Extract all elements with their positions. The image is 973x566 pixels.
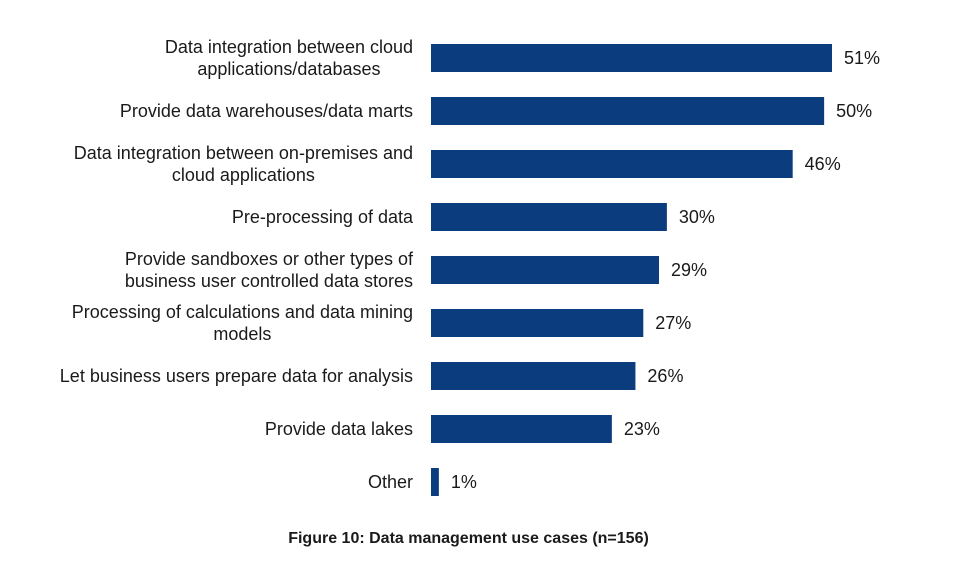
category-label-2-line-1: cloud applications <box>172 165 315 185</box>
value-label-5: 27% <box>655 313 691 333</box>
category-label-1-line-0: Provide data warehouses/data marts <box>120 101 413 121</box>
value-label-0: 51% <box>844 48 880 68</box>
value-label-8: 1% <box>451 472 477 492</box>
category-label-0: Data integration between cloud applicatio… <box>165 37 413 79</box>
category-label-7-line-0: Provide data lakes <box>265 419 413 439</box>
bar-6 <box>431 362 636 390</box>
category-label-2-line-0: Data integration between on-premises and <box>74 143 413 163</box>
category-label-6: Let business users prepare data for anal… <box>60 366 413 386</box>
category-label-8-line-0: Other <box>368 472 413 492</box>
bars-layer <box>431 44 832 496</box>
value-label-4: 29% <box>671 260 707 280</box>
bar-4 <box>431 256 660 284</box>
figure-caption: Figure 10: Data management use cases (n=… <box>288 530 649 547</box>
category-label-2: Data integration between on-premises and… <box>74 143 413 185</box>
bar-0 <box>431 44 832 72</box>
bar-5 <box>431 309 644 337</box>
category-label-7: Provide data lakes <box>265 419 413 439</box>
category-label-0-line-0: Data integration between cloud <box>165 37 413 57</box>
category-label-4-line-0: Provide sandboxes or other types of <box>125 249 414 269</box>
category-labels-layer: Data integration between cloud applicatio… <box>60 37 414 492</box>
bar-7 <box>431 415 612 443</box>
category-label-1: Provide data warehouses/data marts <box>120 101 413 121</box>
category-label-3: Pre-processing of data <box>232 207 414 227</box>
bar-2 <box>431 150 793 178</box>
value-label-3: 30% <box>679 207 715 227</box>
category-label-4: Provide sandboxes or other types of busin… <box>125 249 414 291</box>
value-label-6: 26% <box>647 366 683 386</box>
category-label-3-line-0: Pre-processing of data <box>232 207 414 227</box>
category-label-0-line-1: applications/databases <box>197 59 380 79</box>
value-labels-layer: 51% 50% 46% 30% 29% 27% 26% 23% 1% <box>451 48 880 492</box>
category-label-5-line-0: Processing of calculations and data mini… <box>72 302 413 322</box>
value-label-7: 23% <box>624 419 660 439</box>
value-label-2: 46% <box>805 154 841 174</box>
bar-3 <box>431 203 667 231</box>
bar-8 <box>431 468 439 496</box>
value-label-1: 50% <box>836 101 872 121</box>
category-label-4-line-1: business user controlled data stores <box>125 271 413 291</box>
category-label-5: Processing of calculations and data mini… <box>72 302 413 344</box>
category-label-6-line-0: Let business users prepare data for anal… <box>60 366 413 386</box>
category-label-8: Other <box>368 472 413 492</box>
bar-1 <box>431 97 825 125</box>
category-label-5-line-1: models <box>213 324 271 344</box>
